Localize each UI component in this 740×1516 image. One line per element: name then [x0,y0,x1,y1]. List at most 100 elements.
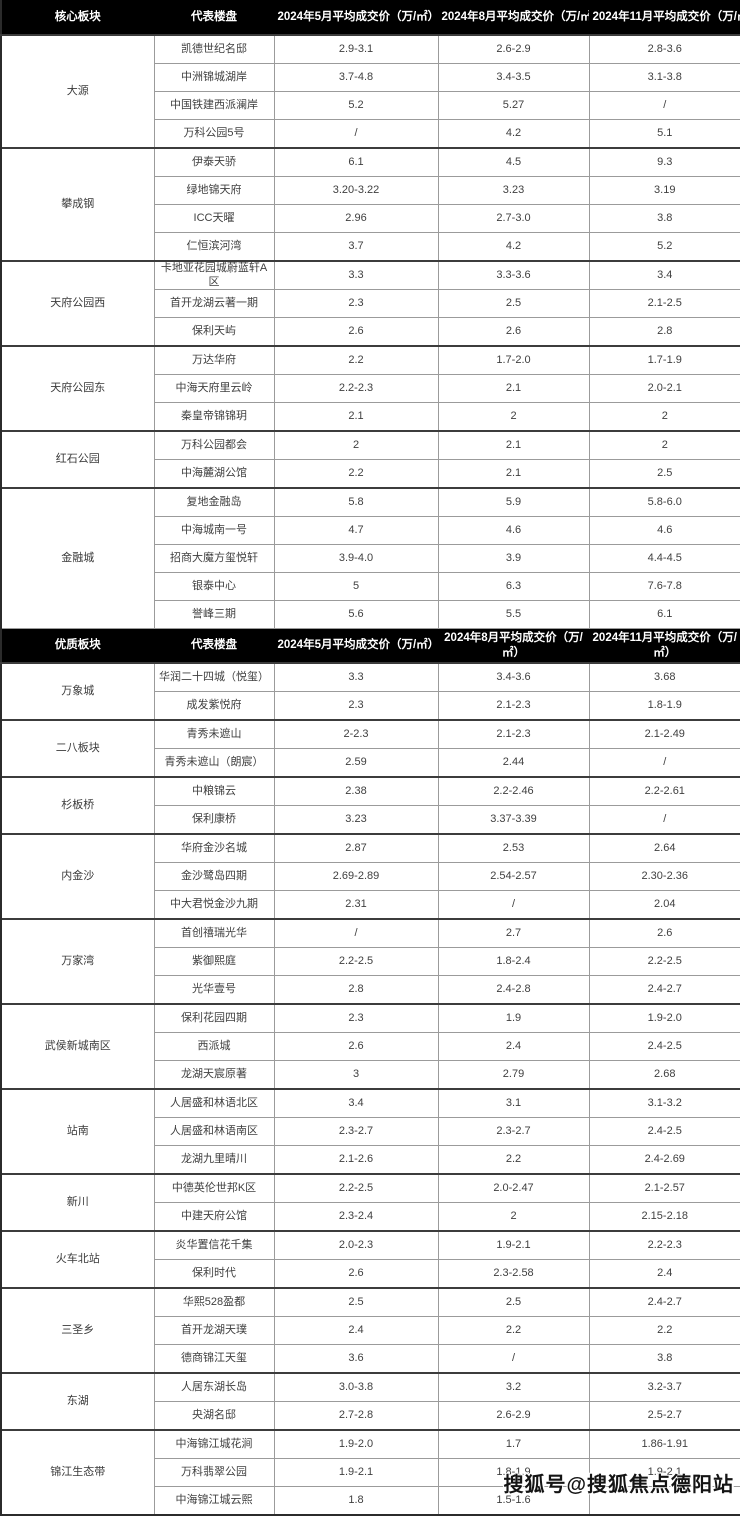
table-row: 绿地锦天府 3.20-3.22 3.23 3.19 [1,176,740,205]
column-header: 2024年11月平均成交价（万/㎡） [588,628,740,664]
area-cell: 金融城 [0,487,155,629]
table-row: 首开龙湖云著一期 2.3 2.5 2.1-2.5 [1,289,740,318]
price-cell: / [588,805,740,835]
price-cell: 3.4 [588,260,740,290]
area-cell: 攀成钢 [0,147,155,262]
property-cell: 中德英伦世邦K区 [153,1173,275,1203]
price-cell: 2.64 [588,833,740,863]
property-cell: 银泰中心 [153,572,275,601]
table-row: 中海城南一号 4.7 4.6 4.6 [1,516,740,545]
price-cell: 2.2 [437,1316,590,1345]
price-cell: 2.2 [273,459,439,489]
price-cell: 2 [437,1202,590,1232]
price-cell: 2.7-2.8 [273,1401,439,1431]
price-cell: 4.6 [437,516,590,545]
price-cell: 1.8-2.4 [437,947,590,976]
price-cell: 2.2-2.46 [437,776,590,806]
property-cell: 华润二十四城（悦玺） [153,662,275,692]
price-cell: 1.9-2.0 [273,1429,439,1459]
price-cell: 3.1-3.2 [588,1088,740,1118]
area-cell: 站南 [0,1088,155,1175]
property-cell: 中大君悦金沙九期 [153,890,275,920]
price-cell: 2.53 [437,833,590,863]
price-cell: 2.4-2.69 [588,1145,740,1175]
table-row: 龙湖九里晴川 2.1-2.6 2.2 2.4-2.69 [1,1145,740,1175]
table-row: 大源 凯德世纪名邸 2.9-3.1 2.6-2.9 2.8-3.6 [0,34,740,149]
column-header: 2024年11月平均成交价（万/㎡） [588,0,740,36]
price-cell: 1.8 [273,1486,439,1516]
price-cell: 2.0-2.47 [437,1173,590,1203]
property-cell: 首开龙湖天璞 [153,1316,275,1345]
table-row: 杉板桥 中粮锦云 2.38 2.2-2.46 2.2-2.61 [0,776,740,835]
price-cell: 2 [588,430,740,460]
price-cell: 4.5 [437,147,590,177]
area-cell: 锦江生态带 [0,1429,155,1516]
property-cell: 青秀未遮山 [153,719,275,749]
price-cell: 3.68 [588,662,740,692]
price-cell: 1.9 [437,1003,590,1033]
column-header: 2024年8月平均成交价（万/㎡） [437,628,590,664]
price-cell: 2.2-2.3 [273,374,439,403]
price-cell: 2.04 [588,890,740,920]
price-cell: 2.2 [437,1145,590,1175]
property-cell: 伊泰天骄 [153,147,275,177]
price-cell: 2.4-2.8 [437,975,590,1005]
price-cell: 3.7 [273,232,439,262]
table-row: ICC天曜 2.96 2.7-3.0 3.8 [1,204,740,233]
price-cell: 2.4-2.7 [588,1287,740,1317]
table-row: 光华壹号 2.8 2.4-2.8 2.4-2.7 [1,975,740,1005]
table-row: 武侯新城南区 保利花园四期 2.3 1.9 1.9-2.0 [0,1003,740,1090]
price-cell: 5.6 [273,600,439,629]
price-cell: 2.2 [588,1316,740,1345]
table-row: 西派城 2.6 2.4 2.4-2.5 [1,1032,740,1061]
price-cell: 3.1 [437,1088,590,1118]
table-row: 三圣乡 华熙528盈都 2.5 2.5 2.4-2.7 [0,1287,740,1374]
table-row: 中海天府里云岭 2.2-2.3 2.1 2.0-2.1 [1,374,740,403]
price-cell: 1.7-2.0 [437,345,590,375]
price-cell: 3.3 [273,260,439,290]
price-cell: 2.0-2.1 [588,374,740,403]
price-cell: 2.5 [588,459,740,489]
price-cell: 4.6 [588,516,740,545]
price-cell: 2.3 [273,289,439,318]
price-cell: 3.6 [273,1344,439,1374]
price-cell: 2.2-2.3 [588,1230,740,1260]
section-header-row: 优质板块 代表楼盘 2024年5月平均成交价（万/㎡） 2024年8月平均成交价（万/… [0,628,740,664]
price-cell: 1.9-2.1 [273,1458,439,1487]
table-row: 火车北站 炎华置信花千集 2.0-2.3 1.9-2.1 2.2-2.3 [0,1230,740,1289]
property-cell: 中海城南一号 [153,516,275,545]
property-cell: 万科公园5号 [153,119,275,149]
column-header: 2024年5月平均成交价（万/㎡） [273,0,439,36]
area-cell: 万家湾 [0,918,155,1005]
table-row: 金融城 复地金融岛 5.8 5.9 5.8-6.0 [0,487,740,629]
area-cell: 二八板块 [0,719,155,778]
price-cell: 2.1 [437,459,590,489]
price-cell: 2.1-2.5 [588,289,740,318]
property-cell: 中海天府里云岭 [153,374,275,403]
property-cell: 中海麓湖公馆 [153,459,275,489]
table-row: 新川 中德英伦世邦K区 2.2-2.5 2.0-2.47 2.1-2.57 [0,1173,740,1232]
price-cell: 3.2-3.7 [588,1372,740,1402]
price-cell: 2.1-2.3 [437,719,590,749]
price-cell: / [588,748,740,778]
price-cell: 2.6-2.9 [437,34,590,64]
price-cell: 2.4-2.5 [588,1117,740,1146]
price-cell: 3.19 [588,176,740,205]
table-row: 中国铁建西派澜岸 5.2 5.27/ [1,91,740,120]
price-cell: 3.9-4.0 [273,544,439,573]
property-cell: 中建天府公馆 [153,1202,275,1232]
price-cell: 3.3 [273,662,439,692]
price-cell: 2.1-2.3 [437,691,590,721]
area-cell: 天府公园东 [0,345,155,432]
price-cell: / [273,918,439,948]
price-cell: 3.7-4.8 [273,63,439,92]
column-header: 2024年5月平均成交价（万/㎡） [273,628,439,664]
table-row: 锦江生态带 中海锦江城花涧 1.9-2.0 1.7 1.86-1.91 [0,1429,740,1516]
price-cell: 2.6 [273,1259,439,1289]
price-cell: 2.54-2.57 [437,862,590,891]
property-cell: 紫御熙庭 [153,947,275,976]
property-cell: 保利花园四期 [153,1003,275,1033]
area-cell: 新川 [0,1173,155,1232]
price-cell: 1.9-2.0 [588,1003,740,1033]
price-cell: 4.4-4.5 [588,544,740,573]
